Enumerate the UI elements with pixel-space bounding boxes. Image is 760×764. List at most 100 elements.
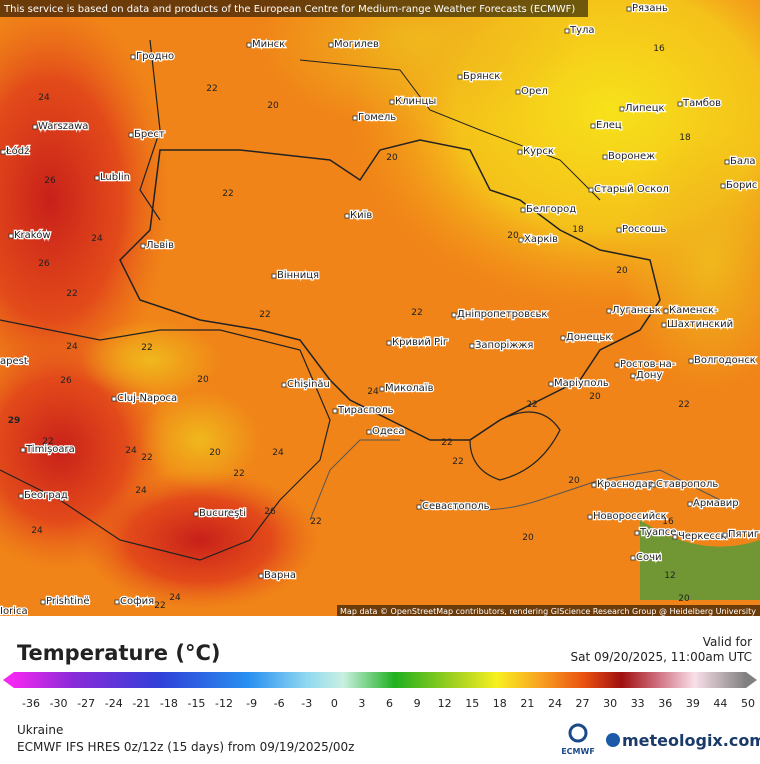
city-label: Елец: [596, 120, 622, 131]
city-label: Минск: [252, 39, 285, 50]
city-marker: [332, 408, 338, 414]
city-marker: [606, 308, 612, 314]
temperature-value: 22: [222, 189, 233, 199]
brand[interactable]: meteologix.com: [622, 731, 760, 750]
city-marker: [193, 511, 199, 517]
city-marker: [281, 382, 287, 388]
city-marker: [688, 358, 694, 364]
temperature-value: 22: [206, 84, 217, 94]
city-label: Клинцы: [395, 96, 436, 107]
city-marker: [0, 149, 6, 155]
city-marker: [564, 28, 570, 34]
city-marker: [650, 482, 656, 488]
city-marker: [720, 183, 726, 189]
city-label: Воронеж: [608, 151, 655, 162]
city-label: Iorica: [0, 606, 28, 617]
temperature-value: 20: [507, 231, 519, 241]
city-marker: [587, 514, 593, 520]
valid-time: Sat 09/20/2025, 11:00am UTC: [570, 650, 752, 664]
temperature-value: 20: [267, 101, 279, 111]
city-label: Новороссийск: [593, 511, 667, 522]
city-marker: [379, 386, 385, 392]
city-marker: [386, 340, 392, 346]
city-marker: [344, 213, 350, 219]
city-label: Timișoara: [25, 444, 75, 455]
colorbar-tick-label: 18: [493, 697, 507, 710]
city-label: Гомель: [358, 112, 396, 123]
city-label: Одеса: [372, 426, 405, 437]
city-marker: [661, 322, 667, 328]
temperature-value: 22: [441, 438, 452, 448]
colorbar-tick-label: 36: [658, 697, 672, 710]
temperature-value: 16: [662, 517, 674, 527]
city-marker: [602, 154, 608, 160]
city-label: Ставрополь: [656, 479, 718, 490]
city-label: Курск: [523, 146, 554, 157]
city-marker: [722, 532, 728, 538]
temperature-value: 12: [664, 571, 675, 581]
map-labels: Рязань Тула Гродно Минск Могилев Брянск Орел Ли…: [0, 2, 760, 619]
city-marker: [271, 273, 277, 279]
valid-label: Valid for: [703, 635, 752, 649]
colorbar-tick-label: -27: [77, 697, 95, 710]
city-label: Шахтинский: [667, 319, 733, 330]
region: Ukraine: [17, 723, 63, 737]
temperature-value: 22: [411, 308, 422, 318]
city-marker: [591, 482, 597, 488]
map: This service is based on data and produc…: [0, 0, 760, 616]
city-marker: [416, 504, 422, 510]
temperature-value: 22: [42, 437, 53, 447]
colorbar-tick-label: 39: [686, 697, 700, 710]
city-label: Пятиг: [728, 529, 759, 540]
city-label: Туапсе: [639, 527, 676, 538]
city-marker: [616, 227, 622, 233]
city-label: Lublin: [100, 172, 130, 183]
city-marker: [619, 106, 625, 112]
colorbar-tick-label: -30: [50, 697, 68, 710]
city-marker: [588, 187, 594, 193]
city-label: Краснодар: [597, 479, 654, 490]
temperature-value: 26: [44, 176, 56, 186]
colorbar-tick-label: 21: [520, 697, 534, 710]
legend: Temperature (°C) -36 -30 -27 -24 -21 -18 -15 -1…: [3, 641, 757, 710]
city-label: Маріуполь: [554, 377, 609, 389]
temperature-value: 22: [141, 343, 152, 353]
temperature-value: 20: [386, 153, 398, 163]
city-marker: [724, 159, 730, 165]
city-marker: [687, 501, 693, 507]
city-label: Сочи: [636, 552, 662, 563]
city-label: Дону: [636, 370, 662, 381]
city-label: Липецк: [625, 103, 665, 114]
city-marker: [366, 429, 372, 435]
city-marker: [328, 42, 334, 48]
city-marker: [94, 175, 100, 181]
city-label: Вінниця: [277, 269, 319, 281]
colorbar-tick-label: 3: [358, 697, 365, 710]
temperature-value: 20: [209, 448, 221, 458]
temperature-value: 26: [38, 259, 50, 269]
city-label: Каменск-: [669, 305, 718, 316]
city-label: Брест: [134, 129, 165, 140]
legend-title: Temperature (°C): [17, 641, 220, 665]
colorbar-tick-label: 27: [576, 697, 590, 710]
brand-logo: [606, 733, 620, 747]
city-label: Тирасполь: [337, 405, 394, 416]
ecmwf-logo: [568, 723, 588, 743]
city-marker: [469, 343, 475, 349]
city-marker: [389, 99, 395, 105]
temperature-value: 18: [679, 133, 691, 143]
city-label: Тула: [569, 25, 595, 36]
city-label: Chișinău: [287, 379, 330, 390]
temperature-value: 20: [522, 533, 534, 543]
colorbar-tick-label: 30: [603, 697, 617, 710]
temperature-value: 18: [572, 225, 584, 235]
city-marker: [140, 243, 146, 249]
city-marker: [515, 89, 521, 95]
map-attribution: Map data © OpenStreetMap contributors, r…: [340, 607, 756, 616]
city-marker: [672, 534, 678, 540]
city-label: Севастополь: [422, 501, 490, 512]
city-marker: [590, 123, 596, 129]
temperature-value: 24: [38, 93, 50, 103]
temperature-value: 20: [197, 375, 209, 385]
